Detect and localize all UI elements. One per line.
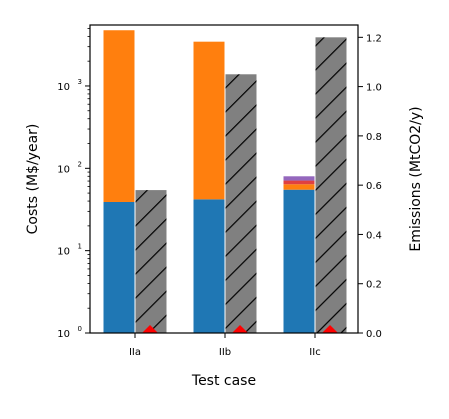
emission-marker-IIb xyxy=(232,325,248,333)
cost-bar-IIb-series-1 xyxy=(193,199,225,333)
cost-bar-IIb-series-2 xyxy=(193,41,225,200)
right-tick-label: 0.0 xyxy=(366,329,382,340)
right-axis: 0.0 0.2 0.4 0.6 0.8 1.0 1.2 xyxy=(358,33,382,340)
emissions-bar-IIb xyxy=(225,74,257,333)
cost-bar-IIc-series-3 xyxy=(283,180,315,185)
left-tick-label: 10 xyxy=(57,164,70,175)
right-tick-label: 0.6 xyxy=(366,181,382,192)
cost-bar-IIc-series-1 xyxy=(283,189,315,333)
emission-marker-IIc xyxy=(322,325,338,333)
x-tick-label-IIa: IIa xyxy=(129,347,141,358)
left-tick-label: 10 xyxy=(57,82,70,93)
cost-bar-IIa-series-1 xyxy=(103,201,135,333)
x-axis-title: Test case xyxy=(191,373,256,389)
emission-marker-IIa xyxy=(142,325,158,333)
left-tick-exponent: 2 xyxy=(78,160,82,168)
bars-layer xyxy=(103,30,347,333)
emissions-bar-IIc xyxy=(315,37,347,333)
right-tick-label: 0.8 xyxy=(366,132,382,143)
left-tick-exponent: 1 xyxy=(78,243,82,251)
left-tick-exponent: 3 xyxy=(78,78,82,86)
x-axis: IIa IIb IIc xyxy=(129,333,321,358)
left-tick-label: 10 xyxy=(57,329,70,340)
y-axis-right-title: Emissions (MtCO2/y) xyxy=(408,106,424,251)
y-axis-left-title: Costs (M$/year) xyxy=(25,124,41,235)
x-tick-label-IIb: IIb xyxy=(219,347,231,358)
right-tick-label: 1.0 xyxy=(366,83,382,94)
left-axis: 10 0 10 1 10 2 10 3 xyxy=(57,28,90,340)
cost-bar-IIc-series-2 xyxy=(283,184,315,190)
cost-bar-IIc-series-4 xyxy=(283,176,315,181)
right-tick-label: 0.4 xyxy=(366,230,382,241)
right-tick-label: 1.2 xyxy=(366,33,382,44)
plot-frame xyxy=(89,24,359,334)
right-tick-label: 0.2 xyxy=(366,280,382,291)
emissions-bar-IIa xyxy=(135,190,167,333)
left-tick-exponent: 0 xyxy=(78,325,82,333)
cost-bar-IIa-series-2 xyxy=(103,30,135,202)
markers-layer xyxy=(142,325,338,333)
left-tick-label: 10 xyxy=(57,247,70,258)
x-tick-label-IIc: IIc xyxy=(309,347,320,358)
